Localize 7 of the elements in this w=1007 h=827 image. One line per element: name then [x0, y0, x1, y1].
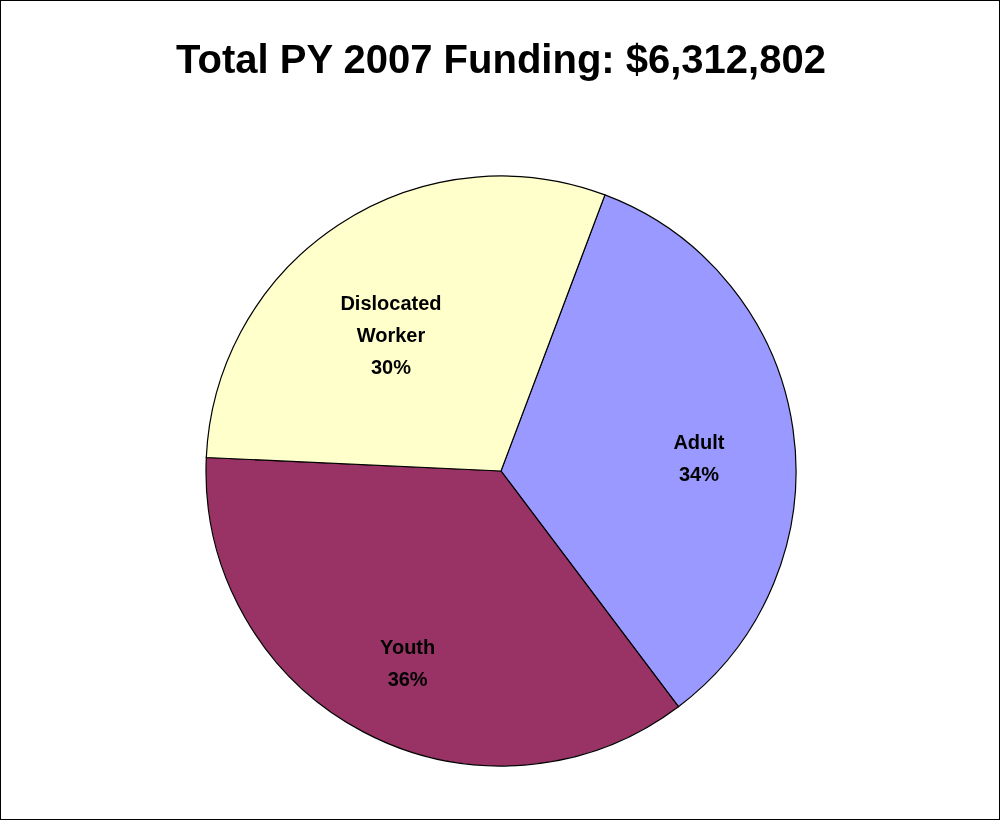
chart-title: Total PY 2007 Funding: $6,312,802: [176, 37, 826, 81]
slice-label: Adult: [673, 430, 725, 453]
data-label: 34%: [678, 462, 720, 485]
slice-label: Dislocated Worker: [340, 291, 442, 346]
slice-label: Youth: [380, 635, 436, 658]
data-label: 30%: [370, 355, 412, 378]
data-label: 36%: [387, 667, 428, 690]
